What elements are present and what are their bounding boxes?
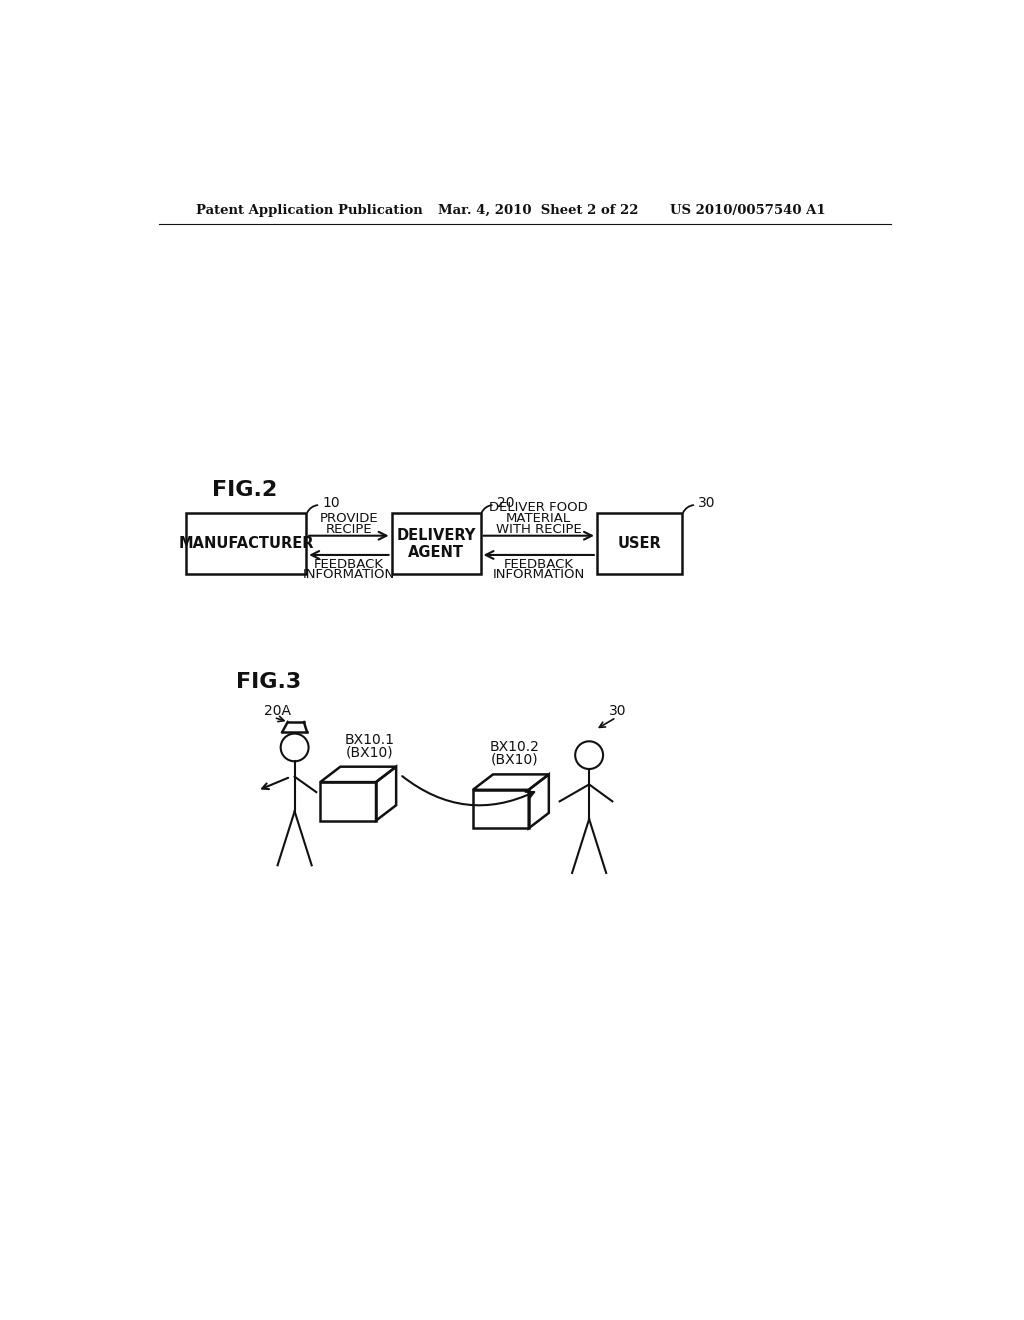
Text: (BX10): (BX10) xyxy=(490,752,539,767)
Text: FIG.3: FIG.3 xyxy=(237,672,302,692)
Text: WITH RECIPE: WITH RECIPE xyxy=(496,523,582,536)
Text: Mar. 4, 2010  Sheet 2 of 22: Mar. 4, 2010 Sheet 2 of 22 xyxy=(438,205,639,218)
Bar xyxy=(597,512,682,574)
Text: FEEDBACK: FEEDBACK xyxy=(314,557,384,570)
Text: AGENT: AGENT xyxy=(408,545,464,560)
Text: DELIVERY: DELIVERY xyxy=(396,528,476,544)
Text: USER: USER xyxy=(617,536,662,550)
Text: FEEDBACK: FEEDBACK xyxy=(504,557,573,570)
Text: Patent Application Publication: Patent Application Publication xyxy=(197,205,423,218)
Text: MATERIAL: MATERIAL xyxy=(506,512,571,525)
Bar xyxy=(391,512,480,574)
Text: DELIVER FOOD: DELIVER FOOD xyxy=(489,502,588,515)
Text: MANUFACTURER: MANUFACTURER xyxy=(178,536,314,550)
Text: (BX10): (BX10) xyxy=(346,744,393,759)
Text: BX10.1: BX10.1 xyxy=(345,733,395,747)
Text: FIG.2: FIG.2 xyxy=(212,479,276,499)
Text: 20A: 20A xyxy=(263,705,291,718)
Text: BX10.2: BX10.2 xyxy=(489,741,540,755)
Bar xyxy=(186,512,306,574)
Text: INFORMATION: INFORMATION xyxy=(303,569,395,582)
Text: 10: 10 xyxy=(323,496,340,511)
Text: INFORMATION: INFORMATION xyxy=(493,569,585,582)
Text: 30: 30 xyxy=(698,496,716,511)
Text: RECIPE: RECIPE xyxy=(326,523,372,536)
Text: US 2010/0057540 A1: US 2010/0057540 A1 xyxy=(671,205,826,218)
Text: 30: 30 xyxy=(608,705,626,718)
Text: PROVIDE: PROVIDE xyxy=(319,512,378,525)
Text: 20: 20 xyxy=(497,496,514,511)
